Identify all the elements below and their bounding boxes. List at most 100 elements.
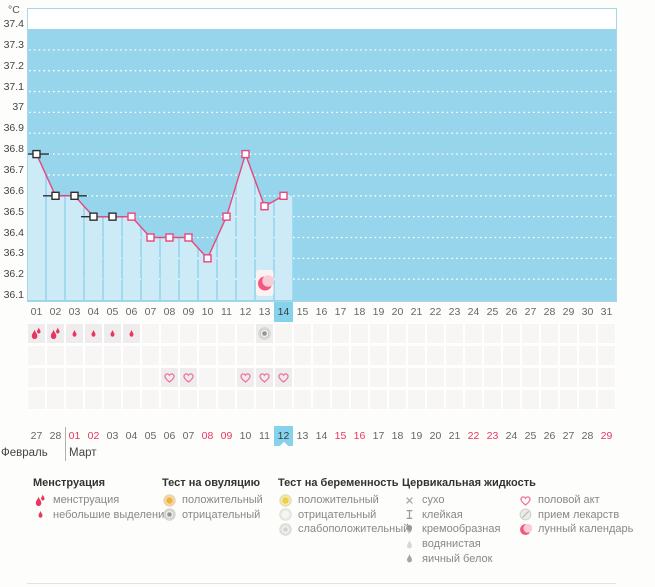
event-cell-day-23[interactable] [445, 389, 464, 410]
calendar-date-29[interactable]: 29 [600, 430, 613, 442]
cycle-day-label-08[interactable]: 08 [163, 306, 176, 318]
cycle-day-label-22[interactable]: 22 [429, 306, 442, 318]
event-cell-day-08[interactable] [160, 389, 179, 410]
event-cell-day-24[interactable] [464, 389, 483, 410]
event-cell-day-14[interactable] [274, 389, 293, 410]
event-cell-day-22[interactable] [426, 389, 445, 410]
event-cell-day-23[interactable] [445, 345, 464, 366]
cycle-day-label-17[interactable]: 17 [334, 306, 347, 318]
calendar-date-24[interactable]: 24 [505, 430, 518, 442]
calendar-date-04[interactable]: 04 [125, 430, 138, 442]
calendar-date-01[interactable]: 01 [68, 430, 81, 442]
cycle-day-label-21[interactable]: 21 [410, 306, 423, 318]
event-cell-day-24[interactable] [464, 323, 483, 344]
event-cell-day-26[interactable] [502, 367, 521, 388]
event-cell-day-18[interactable] [350, 345, 369, 366]
event-cell-day-07[interactable] [141, 345, 160, 366]
event-cell-day-23[interactable] [445, 323, 464, 344]
event-cell-day-11[interactable] [217, 389, 236, 410]
cycle-day-label-23[interactable]: 23 [448, 306, 461, 318]
cycle-day-label-31[interactable]: 31 [600, 306, 613, 318]
event-cell-day-14[interactable] [274, 323, 293, 344]
event-cell-day-16[interactable] [312, 389, 331, 410]
cycle-day-label-09[interactable]: 09 [182, 306, 195, 318]
cycle-day-label-10[interactable]: 10 [201, 306, 214, 318]
event-cell-day-03[interactable] [65, 323, 84, 344]
event-cell-day-16[interactable] [312, 367, 331, 388]
event-cell-day-22[interactable] [426, 367, 445, 388]
cycle-day-label-01[interactable]: 01 [30, 306, 43, 318]
event-cell-day-12[interactable] [236, 389, 255, 410]
event-cell-day-14[interactable] [274, 367, 293, 388]
cycle-day-label-20[interactable]: 20 [391, 306, 404, 318]
calendar-date-17[interactable]: 17 [372, 430, 385, 442]
cycle-day-label-03[interactable]: 03 [68, 306, 81, 318]
event-cell-day-14[interactable] [274, 345, 293, 366]
cycle-day-label-19[interactable]: 19 [372, 306, 385, 318]
calendar-date-09[interactable]: 09 [220, 430, 233, 442]
event-cell-day-06[interactable] [122, 389, 141, 410]
event-cell-day-29[interactable] [559, 367, 578, 388]
event-cell-day-10[interactable] [198, 389, 217, 410]
cycle-day-label-28[interactable]: 28 [543, 306, 556, 318]
event-cell-day-22[interactable] [426, 345, 445, 366]
calendar-date-05[interactable]: 05 [144, 430, 157, 442]
calendar-date-18[interactable]: 18 [391, 430, 404, 442]
event-cell-day-21[interactable] [407, 389, 426, 410]
event-cell-day-05[interactable] [103, 345, 122, 366]
cycle-day-label-15[interactable]: 15 [296, 306, 309, 318]
event-cell-day-28[interactable] [540, 367, 559, 388]
event-cell-day-12[interactable] [236, 367, 255, 388]
calendar-date-03[interactable]: 03 [106, 430, 119, 442]
event-cell-day-31[interactable] [597, 323, 616, 344]
event-cell-day-30[interactable] [578, 345, 597, 366]
calendar-date-08[interactable]: 08 [201, 430, 214, 442]
event-cell-day-23[interactable] [445, 367, 464, 388]
event-cell-day-21[interactable] [407, 367, 426, 388]
event-cell-day-05[interactable] [103, 367, 122, 388]
event-cell-day-05[interactable] [103, 323, 122, 344]
cycle-day-label-30[interactable]: 30 [581, 306, 594, 318]
event-cell-day-09[interactable] [179, 345, 198, 366]
event-cell-day-03[interactable] [65, 345, 84, 366]
event-cell-day-07[interactable] [141, 367, 160, 388]
cycle-day-label-13[interactable]: 13 [258, 306, 271, 318]
calendar-date-06[interactable]: 06 [163, 430, 176, 442]
event-cell-day-28[interactable] [540, 323, 559, 344]
event-cell-day-03[interactable] [65, 389, 84, 410]
event-cell-day-06[interactable] [122, 323, 141, 344]
cycle-day-label-24[interactable]: 24 [467, 306, 480, 318]
event-cell-day-15[interactable] [293, 345, 312, 366]
event-cell-day-12[interactable] [236, 323, 255, 344]
event-cell-day-18[interactable] [350, 389, 369, 410]
event-cell-day-10[interactable] [198, 367, 217, 388]
calendar-date-22[interactable]: 22 [467, 430, 480, 442]
calendar-date-12[interactable]: 12 [274, 426, 293, 451]
event-cell-day-27[interactable] [521, 323, 540, 344]
calendar-date-21[interactable]: 21 [448, 430, 461, 442]
cycle-day-label-12[interactable]: 12 [239, 306, 252, 318]
event-cell-day-02[interactable] [46, 367, 65, 388]
event-cell-day-17[interactable] [331, 367, 350, 388]
event-cell-day-07[interactable] [141, 389, 160, 410]
event-cell-day-20[interactable] [388, 323, 407, 344]
event-cell-day-08[interactable] [160, 345, 179, 366]
event-cell-day-01[interactable] [27, 367, 46, 388]
event-cell-day-24[interactable] [464, 345, 483, 366]
event-cell-day-02[interactable] [46, 345, 65, 366]
event-cell-day-17[interactable] [331, 345, 350, 366]
event-cell-day-04[interactable] [84, 367, 103, 388]
calendar-date-15[interactable]: 15 [334, 430, 347, 442]
calendar-date-13[interactable]: 13 [296, 430, 309, 442]
event-cell-day-19[interactable] [369, 367, 388, 388]
event-cell-day-29[interactable] [559, 323, 578, 344]
event-cell-day-26[interactable] [502, 389, 521, 410]
calendar-date-25[interactable]: 25 [524, 430, 537, 442]
event-cell-day-28[interactable] [540, 345, 559, 366]
event-cell-day-17[interactable] [331, 323, 350, 344]
calendar-date-23[interactable]: 23 [486, 430, 499, 442]
event-cell-day-01[interactable] [27, 323, 46, 344]
event-cell-day-12[interactable] [236, 345, 255, 366]
event-cell-day-19[interactable] [369, 323, 388, 344]
event-cell-day-31[interactable] [597, 367, 616, 388]
